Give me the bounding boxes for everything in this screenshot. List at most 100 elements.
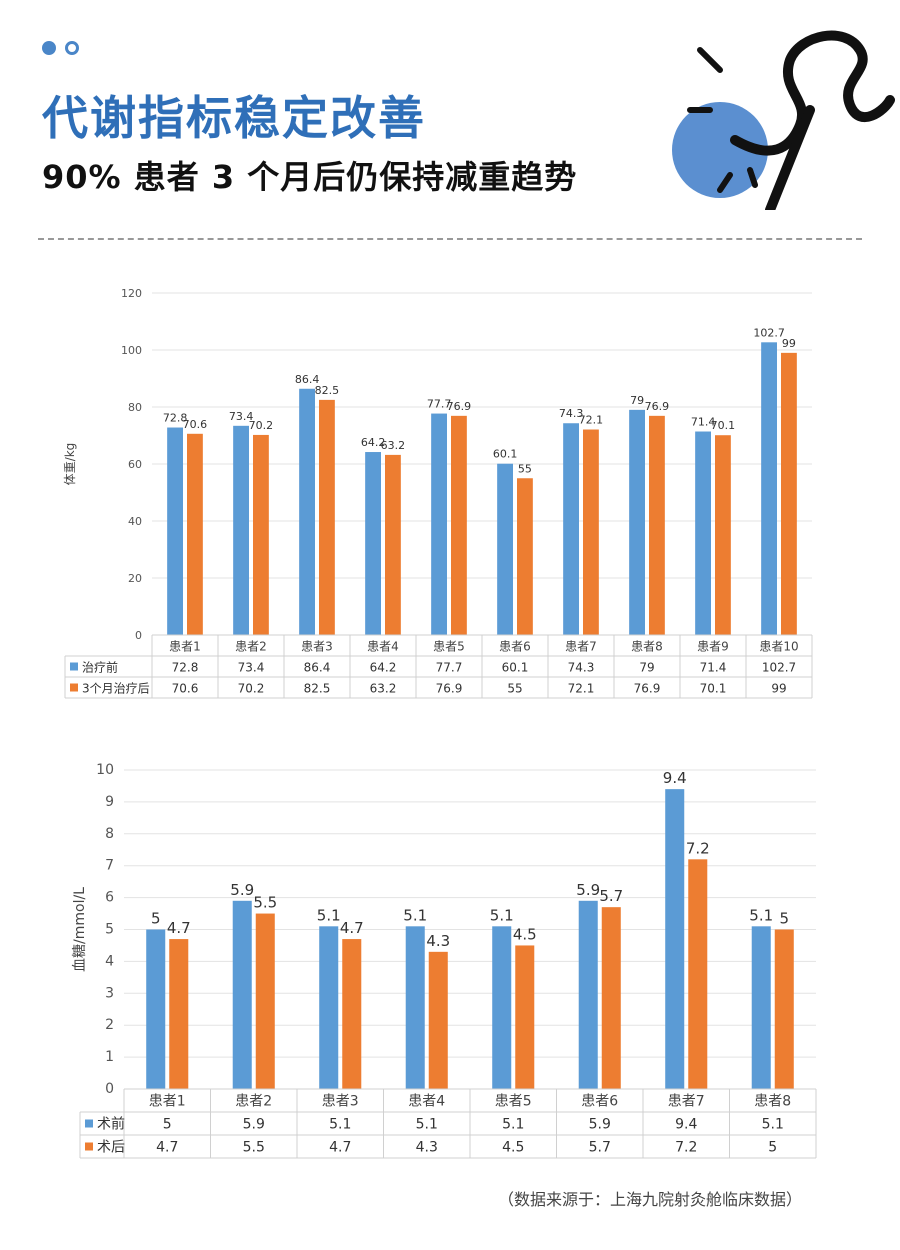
category-label: 患者5 bbox=[433, 640, 465, 654]
bar-before bbox=[167, 427, 183, 635]
table-cell: 86.4 bbox=[304, 661, 331, 675]
data-label: 82.5 bbox=[315, 384, 340, 397]
bar-before bbox=[146, 929, 166, 1089]
table-cell: 63.2 bbox=[370, 682, 397, 696]
data-label: 5.9 bbox=[576, 881, 600, 899]
table-cell: 82.5 bbox=[304, 682, 331, 696]
bar-after bbox=[428, 951, 448, 1089]
table-cell: 72.8 bbox=[172, 661, 199, 675]
category-label: 患者5 bbox=[495, 1094, 532, 1110]
data-label: 5 bbox=[151, 910, 161, 928]
table-cell: 77.7 bbox=[436, 661, 463, 675]
table-cell: 5.9 bbox=[243, 1117, 265, 1133]
bar-after bbox=[169, 939, 189, 1089]
bar-before bbox=[665, 789, 685, 1089]
table-cell: 99 bbox=[771, 682, 786, 696]
data-label: 4.7 bbox=[167, 919, 191, 937]
data-label: 102.7 bbox=[753, 326, 785, 339]
y-tick-label: 3 bbox=[105, 985, 114, 1001]
category-label: 患者6 bbox=[581, 1094, 618, 1110]
data-label: 70.6 bbox=[183, 418, 208, 431]
header-dots bbox=[42, 40, 83, 59]
y-axis-label: 体重/kg bbox=[63, 443, 77, 486]
bar-before bbox=[405, 926, 425, 1089]
legend-swatch bbox=[70, 662, 78, 671]
bar-after bbox=[319, 399, 335, 635]
bar-before bbox=[299, 388, 315, 635]
y-tick-label: 1 bbox=[105, 1049, 114, 1065]
table-cell: 70.2 bbox=[238, 682, 265, 696]
table-cell: 4.7 bbox=[156, 1140, 178, 1156]
data-label: 4.5 bbox=[513, 925, 537, 943]
bar-after bbox=[601, 907, 621, 1089]
bar-before bbox=[563, 423, 579, 635]
table-cell: 5.1 bbox=[329, 1117, 351, 1133]
data-label: 4.7 bbox=[340, 919, 364, 937]
table-cell: 70.6 bbox=[172, 682, 199, 696]
table-cell: 79 bbox=[639, 661, 654, 675]
y-tick-label: 7 bbox=[105, 858, 114, 874]
table-cell: 55 bbox=[507, 682, 522, 696]
y-axis-label: 血糖/mmol/L bbox=[72, 887, 88, 972]
page-subtitle: 90% 患者 3 个月后仍保持减重趋势 bbox=[42, 158, 578, 196]
y-tick-label: 8 bbox=[105, 826, 114, 842]
data-label: 73.4 bbox=[229, 410, 254, 423]
category-label: 患者3 bbox=[301, 640, 333, 654]
category-label: 患者7 bbox=[565, 640, 597, 654]
data-label: 4.3 bbox=[426, 932, 450, 950]
table-cell: 4.7 bbox=[329, 1140, 351, 1156]
legend-label: 治疗前 bbox=[82, 660, 118, 675]
legend-swatch bbox=[85, 1119, 93, 1128]
bar-before bbox=[497, 463, 513, 635]
table-cell: 5.1 bbox=[762, 1117, 784, 1133]
ring-dot-icon bbox=[65, 41, 80, 55]
category-label: 患者6 bbox=[499, 640, 531, 654]
data-label: 74.3 bbox=[559, 407, 584, 420]
dashed-divider bbox=[38, 238, 862, 240]
y-tick-label: 120 bbox=[121, 287, 142, 300]
bar-after bbox=[451, 415, 467, 635]
bar-before bbox=[629, 409, 645, 635]
category-label: 患者4 bbox=[367, 640, 399, 654]
data-label: 9.4 bbox=[663, 769, 687, 787]
bar-after bbox=[255, 913, 275, 1089]
category-label: 患者1 bbox=[149, 1094, 186, 1110]
data-label: 86.4 bbox=[295, 373, 320, 386]
y-tick-label: 6 bbox=[105, 890, 114, 906]
table-cell: 60.1 bbox=[502, 661, 529, 675]
table-cell: 5 bbox=[163, 1117, 172, 1133]
table-cell: 5.5 bbox=[243, 1140, 265, 1156]
table-cell: 72.1 bbox=[568, 682, 595, 696]
y-tick-label: 9 bbox=[105, 794, 114, 810]
bar-after bbox=[583, 429, 599, 635]
category-label: 患者3 bbox=[322, 1094, 359, 1110]
category-label: 患者2 bbox=[235, 1094, 272, 1110]
legend-label: 术前 bbox=[97, 1116, 125, 1133]
table-cell: 76.9 bbox=[436, 682, 463, 696]
legend-swatch bbox=[85, 1142, 93, 1151]
data-label: 70.2 bbox=[249, 419, 274, 432]
bar-before bbox=[431, 413, 447, 635]
data-label: 72.1 bbox=[579, 414, 604, 427]
table-cell: 7.2 bbox=[675, 1140, 697, 1156]
bar-after bbox=[342, 939, 362, 1089]
y-tick-label: 4 bbox=[105, 953, 114, 969]
category-label: 患者10 bbox=[759, 640, 798, 654]
data-label: 5.5 bbox=[253, 894, 277, 912]
bar-before bbox=[695, 431, 711, 635]
y-tick-label: 20 bbox=[128, 572, 142, 585]
y-tick-label: 10 bbox=[96, 762, 114, 778]
bar-before bbox=[578, 900, 598, 1089]
data-label: 60.1 bbox=[493, 448, 518, 461]
y-tick-label: 0 bbox=[135, 629, 142, 642]
bar-after bbox=[774, 929, 794, 1089]
bar-before bbox=[319, 926, 339, 1089]
bar-after bbox=[781, 352, 797, 635]
data-label: 76.9 bbox=[447, 400, 472, 413]
category-label: 患者7 bbox=[668, 1094, 705, 1110]
bar-after bbox=[649, 415, 665, 635]
category-label: 患者8 bbox=[754, 1094, 791, 1110]
y-tick-label: 2 bbox=[105, 1017, 114, 1033]
data-label: 63.2 bbox=[381, 439, 406, 452]
y-tick-label: 60 bbox=[128, 458, 142, 471]
